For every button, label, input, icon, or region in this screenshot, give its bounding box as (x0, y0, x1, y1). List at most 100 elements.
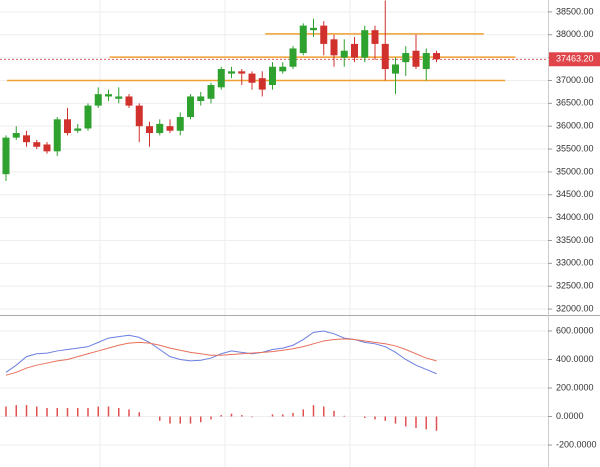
histogram-bar (435, 416, 438, 431)
y-tick-label: 36000.00 (556, 121, 594, 131)
y-tick-label: 400.0000 (556, 354, 594, 364)
candle-body (433, 53, 440, 60)
y-tick-label: 36500.00 (556, 98, 594, 108)
histogram-bar (189, 416, 192, 424)
candle-body (166, 126, 174, 131)
histogram-bar (323, 406, 325, 417)
y-tick-label: 33000.00 (556, 258, 594, 268)
candle-body (105, 94, 112, 97)
histogram-bar (343, 415, 345, 417)
histogram-bar (5, 406, 7, 417)
histogram-bar (15, 405, 17, 417)
candle-body (310, 27, 317, 31)
candle-body (197, 96, 205, 102)
candle-body (115, 96, 123, 99)
candle-body (156, 123, 164, 134)
indicator-line (5, 338, 437, 376)
candle-body (289, 48, 297, 67)
candle-body (402, 53, 410, 63)
candle-body (43, 144, 51, 152)
histogram-bar (425, 416, 427, 430)
candle-body (2, 137, 10, 175)
histogram-bar (364, 416, 366, 418)
y-tick-label: 600.0000 (556, 325, 594, 335)
candle-body (392, 64, 399, 74)
histogram-bar (302, 409, 304, 417)
candle-body (187, 96, 194, 118)
y-tick-label: 32500.00 (556, 281, 594, 291)
candle-body (299, 25, 307, 54)
candle-body (381, 43, 389, 70)
histogram-bar (25, 405, 28, 417)
histogram-bar (210, 416, 212, 420)
histogram-bar (138, 412, 140, 417)
candle-body (371, 30, 379, 44)
histogram-bar (241, 415, 243, 417)
candle-body (33, 142, 41, 147)
candle-body (125, 96, 133, 106)
indicator-line (5, 330, 437, 375)
histogram-bar (118, 407, 120, 417)
y-tick-label: 34500.00 (556, 189, 594, 199)
candle-body (258, 78, 266, 90)
candle-body (320, 25, 328, 44)
histogram-bar (97, 406, 99, 417)
histogram-bar (271, 414, 274, 417)
candle-body (361, 30, 369, 58)
candle-body (135, 105, 143, 127)
y-tick-label: 32000.00 (556, 303, 594, 313)
histogram-bar (405, 416, 407, 427)
histogram-bar (251, 416, 253, 418)
histogram-bar (384, 416, 386, 421)
histogram-bar (200, 416, 202, 423)
y-tick-label: 38000.00 (556, 29, 594, 39)
histogram-bar (77, 407, 79, 417)
candle-body (94, 94, 102, 106)
y-tick-label: 200.0000 (556, 382, 594, 392)
histogram-bar (56, 407, 58, 417)
histogram-bar (282, 414, 284, 417)
candle-body (269, 66, 276, 86)
candle-body (228, 71, 235, 74)
y-tick-label: -200.0000 (556, 439, 597, 449)
candle-body (23, 135, 30, 143)
histogram-bar (333, 410, 335, 417)
histogram-bar (394, 416, 397, 424)
y-tick-label: 37000.00 (556, 75, 594, 85)
candle-body (248, 73, 256, 83)
histogram-bar (292, 412, 294, 417)
y-tick-label: 34000.00 (556, 212, 594, 222)
y-tick-label: 35000.00 (556, 166, 594, 176)
candle-body (176, 117, 184, 131)
histogram-bar (46, 407, 48, 417)
candle-body (279, 66, 287, 72)
candle-body (330, 39, 338, 56)
candle-body (351, 43, 358, 58)
histogram-bar (374, 416, 376, 420)
histogram-bar (87, 407, 89, 417)
histogram-bar (128, 409, 130, 417)
histogram-bar (179, 416, 181, 424)
last-price-box (549, 52, 600, 67)
candle-body (340, 50, 348, 58)
histogram-bar (230, 413, 233, 417)
candle-body (74, 128, 82, 131)
candle-body (217, 69, 225, 88)
histogram-bar (36, 406, 38, 417)
histogram-bar (66, 407, 69, 417)
y-tick-label: 0.0000 (556, 411, 584, 421)
histogram-bar (415, 416, 417, 428)
candle-body (207, 85, 215, 99)
candle-body (64, 119, 71, 134)
last-price-label: 37463.20 (556, 54, 594, 64)
candle-body (146, 126, 153, 134)
y-tick-label: 33500.00 (556, 235, 594, 245)
candle-body (53, 119, 61, 152)
candle-body (422, 53, 430, 70)
candle-body (84, 105, 92, 129)
candle-body (412, 50, 420, 67)
y-tick-label: 35500.00 (556, 143, 594, 153)
histogram-bar (159, 416, 161, 421)
